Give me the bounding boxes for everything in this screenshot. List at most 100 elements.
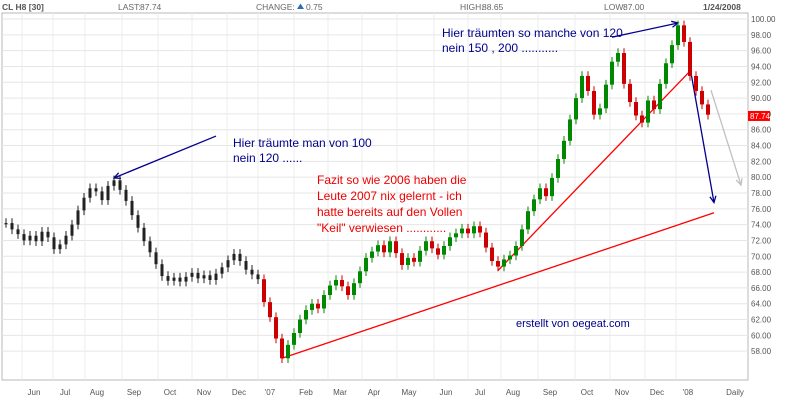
price-candle [286, 344, 290, 359]
price-candle [682, 25, 686, 42]
price-candle [406, 257, 410, 265]
price-candle [280, 338, 284, 359]
y-tick-label: 80.00 [751, 173, 772, 182]
price-candle [352, 283, 356, 296]
price-candle [526, 211, 530, 230]
y-tick-label: 100.00 [751, 15, 776, 24]
price-candle [412, 257, 416, 262]
price-candle [190, 272, 194, 277]
grid-lines [2, 13, 748, 380]
trendline [113, 135, 217, 179]
y-tick-label: 72.00 [751, 236, 772, 245]
fazit-line1: Fazit so wie 2006 haben die [317, 173, 467, 187]
annotation-2006-line2: nein 120 ...... [233, 151, 302, 165]
x-tick-label: Jul [475, 388, 485, 397]
y-tick-label: 76.00 [751, 205, 772, 214]
x-tick-label: Oct [581, 388, 594, 397]
price-candle [46, 231, 50, 238]
price-candle [436, 248, 440, 255]
last-value: 87.74 [140, 2, 162, 12]
x-tick-label: Jun [28, 388, 41, 397]
price-candle [382, 245, 386, 253]
change-up-arrow-icon [297, 3, 304, 9]
price-candle [580, 75, 584, 99]
y-tick-label: 70.00 [751, 252, 772, 261]
price-candle [154, 252, 158, 265]
price-candle [130, 200, 134, 216]
price-candle [664, 63, 668, 84]
price-candle [238, 253, 242, 262]
price-candle [82, 197, 86, 211]
y-tick-label: 90.00 [751, 94, 772, 103]
price-candle [694, 75, 698, 91]
price-candle [244, 261, 248, 270]
y-tick-label: 74.00 [751, 221, 772, 230]
price-candle [616, 53, 620, 62]
price-candle [508, 255, 512, 260]
price-candle [256, 274, 260, 280]
price-candle [640, 115, 644, 123]
price-candle [472, 226, 476, 234]
y-tick-label: 84.00 [751, 142, 772, 151]
price-candle [370, 251, 374, 258]
x-tick-label: Jul [60, 388, 70, 397]
price-candle [466, 228, 470, 234]
price-candle [448, 237, 452, 246]
last-price-tag-label: 87.74 [750, 112, 771, 121]
price-candle [502, 259, 506, 267]
y-axis: 100.0098.0096.0094.0092.0090.0088.0086.0… [751, 15, 776, 356]
price-candle [202, 275, 206, 279]
price-candle [568, 119, 572, 141]
price-candle [142, 227, 146, 242]
annotation-2008-line1: Hier träumten so manche von 120 [442, 26, 623, 40]
price-candle [604, 84, 608, 109]
price-candle [460, 228, 464, 234]
price-candle [484, 232, 488, 248]
y-tick-label: 94.00 [751, 62, 772, 71]
last-label: LAST: [118, 2, 141, 12]
y-tick-label: 92.00 [751, 78, 772, 87]
price-candle [628, 83, 632, 103]
trendline [281, 212, 715, 359]
x-tick-label: Mar [333, 388, 347, 397]
price-candle [430, 241, 434, 249]
y-tick-label: 82.00 [751, 157, 772, 166]
price-candle [310, 303, 314, 311]
price-candle [4, 223, 8, 225]
price-candle [532, 199, 536, 212]
price-candle [394, 241, 398, 254]
annotation-2006-line1: Hier träumte man von 100 [233, 136, 372, 150]
price-candle [70, 224, 74, 236]
price-candle [364, 257, 368, 272]
price-candle [214, 273, 218, 280]
price-candle [124, 189, 128, 201]
fazit-line4: "Keil" verwiesen ............ [317, 221, 446, 235]
symbol-label: CL H8 [30] [2, 2, 44, 12]
price-candle [76, 210, 80, 225]
price-candle [676, 25, 680, 46]
y-tick-label: 96.00 [751, 47, 772, 56]
price-candle [358, 271, 362, 284]
price-candle [610, 61, 614, 85]
price-candle [658, 83, 662, 110]
date-label: 1/24/2008 [703, 2, 741, 12]
price-candle [160, 264, 164, 277]
price-candle [88, 188, 92, 198]
arrowhead-icon [709, 195, 717, 204]
x-tick-label: Nov [197, 388, 211, 397]
price-candle [208, 275, 212, 280]
low-label: LOW: [604, 2, 626, 12]
price-candle [634, 102, 638, 116]
trendlines [112, 20, 743, 359]
fazit-line3: hatte bereits auf den Vollen [317, 205, 462, 219]
price-candle [328, 285, 332, 296]
high-label: HIGH: [460, 2, 484, 12]
price-candle [700, 90, 704, 105]
price-candle [40, 231, 44, 242]
price-candle [562, 140, 566, 159]
y-tick-label: 66.00 [751, 284, 772, 293]
price-candle [226, 260, 230, 268]
price-candle [574, 98, 578, 120]
header-bar [0, 0, 800, 12]
trendline [710, 89, 742, 186]
